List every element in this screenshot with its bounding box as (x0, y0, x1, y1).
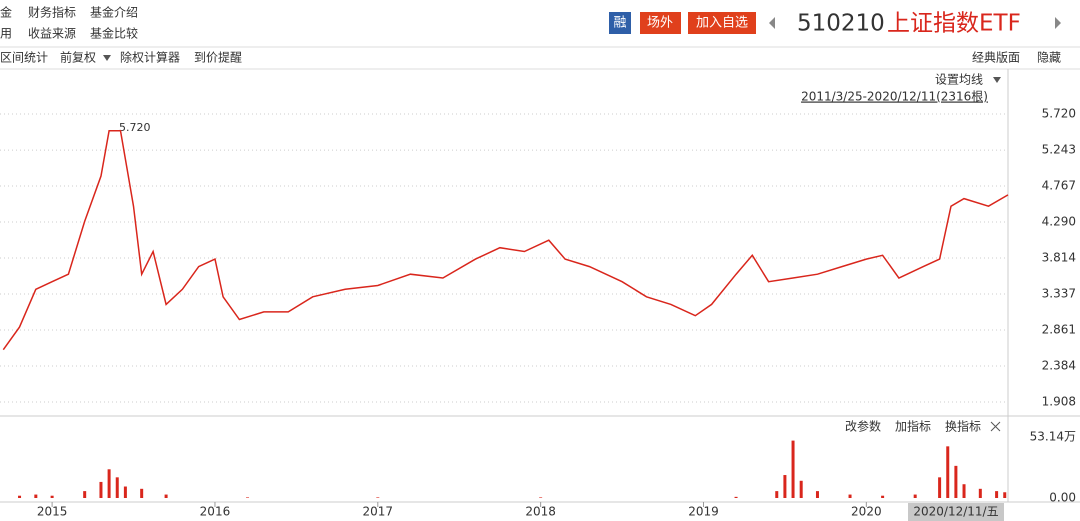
volume-bar (107, 469, 111, 498)
volume-bar (962, 484, 966, 498)
volume-bar (995, 491, 999, 498)
volume-bar (246, 497, 250, 498)
tool[interactable]: 到价提醒 (194, 50, 242, 65)
volume-bar (848, 494, 852, 498)
volume-bar (913, 494, 917, 498)
peak-label: 5.720 (119, 121, 151, 134)
nav-item[interactable]: 金 (0, 5, 12, 20)
badge[interactable]: 融 (613, 16, 626, 31)
badge-bg (609, 12, 631, 34)
x-tick-label: 2017 (363, 505, 394, 519)
y-tick-label: 2.861 (1042, 323, 1076, 337)
volume-bar (18, 495, 22, 498)
y-tick-label: 0.00 (1049, 491, 1076, 505)
next-arrow[interactable] (1055, 17, 1061, 29)
volume-bar (734, 496, 738, 498)
volume-bar (376, 497, 380, 498)
x-tick-label: 2019 (688, 505, 719, 519)
y-tick-label: 53.14万 (1030, 430, 1076, 444)
volume-bar (783, 475, 787, 498)
volume-bar (799, 480, 803, 498)
price-line (2, 129, 1009, 351)
volume-bar (115, 477, 119, 498)
y-tick-label: 3.814 (1042, 251, 1076, 265)
vol-button[interactable]: 换指标 (945, 419, 981, 434)
nav-item[interactable]: 基金比较 (90, 26, 138, 41)
volume-bar (539, 497, 543, 498)
volume-bar (140, 488, 144, 498)
prev-arrow[interactable] (769, 17, 775, 29)
nav-item[interactable]: 用 (0, 27, 12, 41)
volume-bar (123, 486, 127, 498)
volume-bar (954, 465, 958, 498)
fund-name: 上证指数ETF (887, 11, 1021, 37)
y-tick-label: 4.767 (1042, 179, 1076, 193)
tool[interactable]: 经典版面 (972, 51, 1020, 65)
x-tick-label: 2016 (200, 505, 231, 519)
badge-bg (688, 12, 756, 34)
volume-bar (99, 481, 103, 498)
volume-bar (1003, 492, 1007, 498)
volume-bar (83, 491, 87, 498)
y-tick-label: 5.243 (1042, 143, 1076, 157)
volume-bar (775, 491, 779, 498)
tool[interactable]: 除权计算器 (120, 50, 180, 65)
x-tick-label: 2018 (525, 505, 556, 519)
nav-item[interactable]: 基金介绍 (90, 5, 138, 20)
x-tick-label: 2020 (851, 505, 882, 519)
tool[interactable]: 区间统计 (0, 51, 48, 65)
ma-settings[interactable]: 设置均线 (935, 73, 983, 87)
x-tick-label: 2015 (37, 505, 68, 519)
header-bg (0, 0, 1080, 46)
y-tick-label: 2.384 (1042, 359, 1076, 373)
tool[interactable]: 隐藏 (1037, 51, 1061, 65)
volume-bar (50, 495, 54, 498)
tool[interactable]: 前复权 (60, 50, 96, 65)
cursor-label: 2020/12/11/五 (913, 505, 998, 519)
badge[interactable]: 场外 (647, 16, 673, 31)
cursor-bg (908, 503, 1004, 521)
dropdown[interactable] (103, 55, 111, 61)
badge[interactable]: 加入自选 (696, 16, 748, 31)
y-tick-label: 1.908 (1042, 394, 1076, 408)
y-tick-label: 5.720 (1042, 107, 1076, 121)
y-tick-label: 4.290 (1042, 215, 1076, 229)
y-tick-label: 3.337 (1042, 287, 1076, 301)
nav-item[interactable]: 财务指标 (28, 5, 76, 20)
vol-button[interactable]: 改参数 (845, 419, 881, 434)
close-icon[interactable] (990, 421, 1001, 432)
volume-bar (164, 494, 168, 498)
dropdown[interactable] (993, 77, 1001, 83)
volume-bar (815, 491, 819, 498)
volume-bar (946, 446, 950, 498)
volume-bar (978, 488, 982, 498)
badge-bg (640, 12, 681, 34)
range-label: 2011/3/25-2020/12/11(2316根) (801, 90, 988, 104)
volume-bar (881, 495, 885, 498)
volume-bar (938, 477, 942, 498)
nav-item[interactable]: 收益来源 (28, 27, 76, 41)
volume-bar (791, 440, 795, 498)
volume-bar (34, 494, 38, 498)
vol-button[interactable]: 加指标 (895, 419, 931, 434)
fund-code: 510210 (797, 11, 885, 37)
